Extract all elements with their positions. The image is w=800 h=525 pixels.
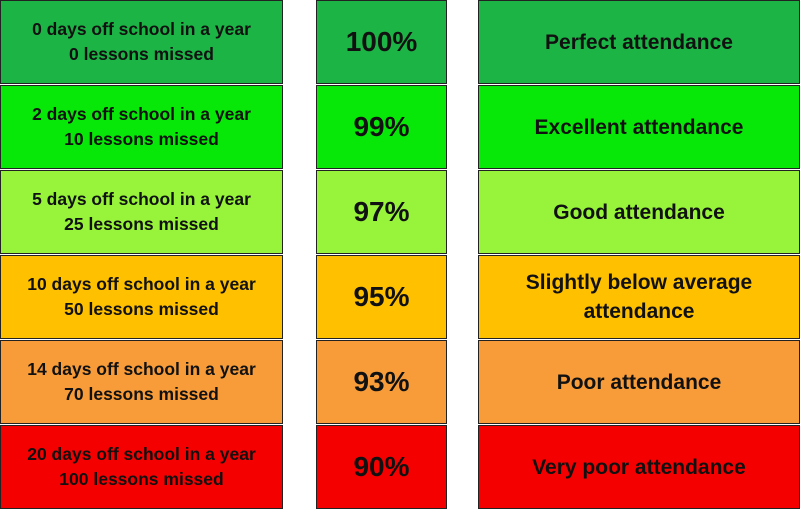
lessons-missed: 10 lessons missed [64, 129, 219, 149]
percent-cell: 90% [316, 425, 447, 509]
days-off: 2 days off school in a year [32, 104, 251, 124]
rating-cell: Excellent attendance [478, 85, 800, 169]
lessons-missed: 25 lessons missed [64, 214, 219, 234]
percent-cell: 100% [316, 0, 447, 84]
days-off: 20 days off school in a year [27, 444, 256, 464]
percent-cell: 93% [316, 340, 447, 424]
percent-cell: 95% [316, 255, 447, 339]
lessons-missed: 0 lessons missed [69, 44, 214, 64]
days-off: 10 days off school in a year [27, 274, 256, 294]
percent-cell: 97% [316, 170, 447, 254]
lessons-missed: 70 lessons missed [64, 384, 219, 404]
absence-cell: 14 days off school in a year 70 lessons m… [0, 340, 283, 424]
rating-cell: Very poor attendance [478, 425, 800, 509]
absence-cell: 2 days off school in a year 10 lessons mi… [0, 85, 283, 169]
days-off: 0 days off school in a year [32, 19, 251, 39]
rating-cell: Slightly below average attendance [478, 255, 800, 339]
absence-cell: 10 days off school in a year 50 lessons m… [0, 255, 283, 339]
absence-cell: 0 days off school in a year 0 lessons mis… [0, 0, 283, 84]
lessons-missed: 50 lessons missed [64, 299, 219, 319]
days-off: 5 days off school in a year [32, 189, 251, 209]
rating-cell: Perfect attendance [478, 0, 800, 84]
percent-cell: 99% [316, 85, 447, 169]
rating-cell: Poor attendance [478, 340, 800, 424]
rating-cell: Good attendance [478, 170, 800, 254]
absence-cell: 5 days off school in a year 25 lessons mi… [0, 170, 283, 254]
days-off: 14 days off school in a year [27, 359, 256, 379]
absence-cell: 20 days off school in a year 100 lessons … [0, 425, 283, 509]
lessons-missed: 100 lessons missed [59, 469, 224, 489]
